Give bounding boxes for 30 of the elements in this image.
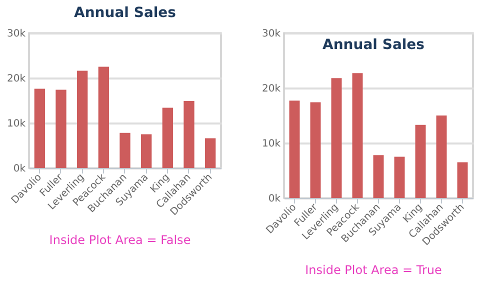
y-tick-label: 0k — [13, 164, 26, 174]
bar — [77, 70, 88, 168]
bar — [352, 73, 363, 198]
bar — [373, 155, 384, 198]
bar — [436, 116, 447, 198]
y-tick-label: 30k — [6, 28, 26, 40]
bar — [331, 78, 342, 198]
bar — [289, 100, 300, 198]
bar — [415, 124, 426, 198]
bar — [457, 162, 468, 198]
y-tick-label: 30k — [262, 28, 281, 40]
bar — [394, 156, 405, 198]
y-tick-label: 20k — [262, 84, 281, 94]
bar — [310, 102, 321, 198]
bar — [162, 108, 173, 168]
text: Inside Plot Area = True — [305, 263, 442, 277]
text: Inside Plot Area = False — [49, 233, 191, 247]
bar — [98, 66, 109, 168]
bar — [184, 100, 194, 168]
bar — [205, 138, 216, 168]
bar — [56, 90, 66, 168]
chart-title: Annual Sales — [74, 5, 176, 21]
bar — [120, 132, 130, 168]
chart-title: Annual Sales — [322, 37, 425, 53]
y-tick-label: 20k — [6, 74, 26, 84]
y-tick-label: 10k — [262, 138, 281, 150]
bar — [141, 134, 152, 168]
y-tick-label: 10k — [6, 118, 26, 130]
y-tick-label: 0k — [268, 194, 281, 204]
bar — [34, 88, 45, 168]
